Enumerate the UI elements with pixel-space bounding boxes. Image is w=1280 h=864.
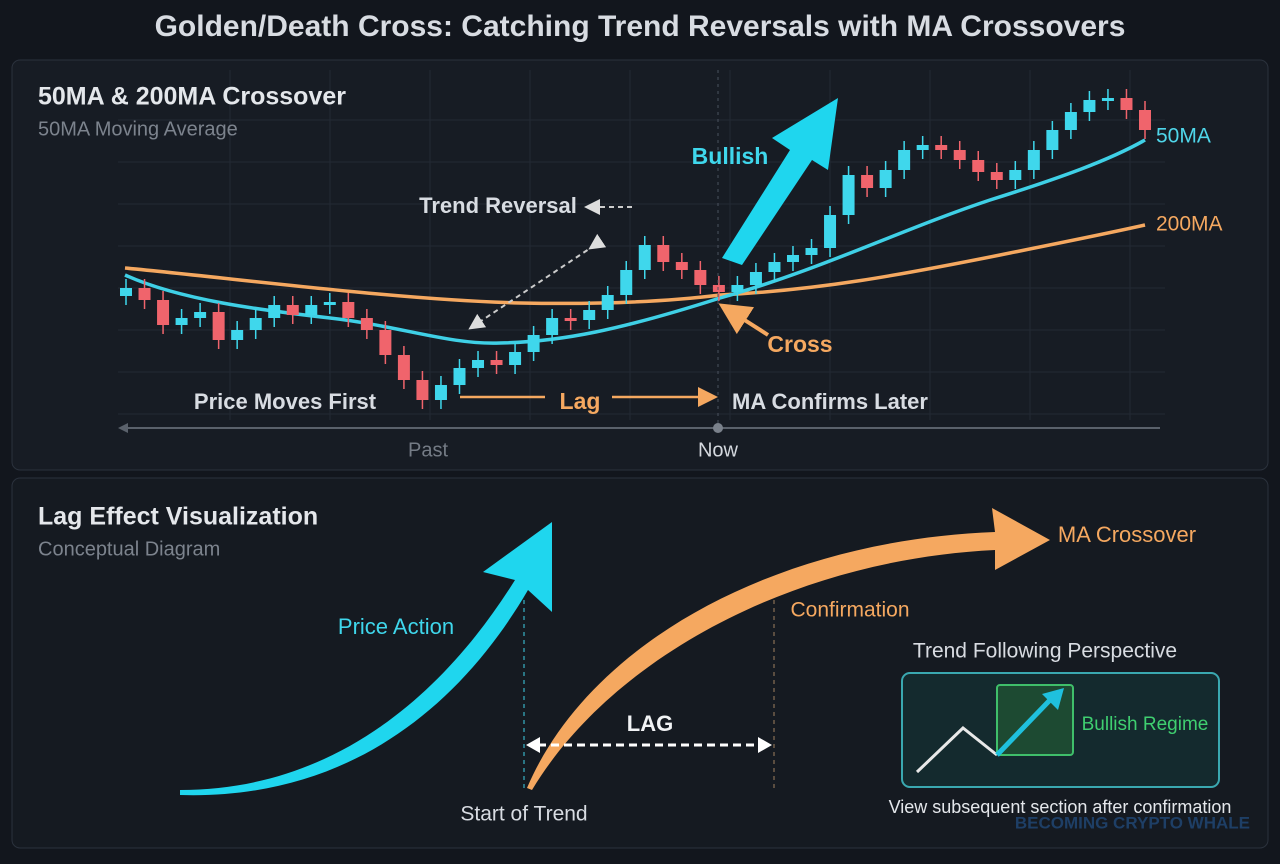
bullish-label: Bullish <box>692 143 769 169</box>
trend-reversal-label: Trend Reversal <box>419 193 577 218</box>
candle-body <box>249 318 262 330</box>
candle-body <box>675 262 688 270</box>
watermark: BECOMING CRYPTO WHALE <box>1015 813 1250 832</box>
candle-body <box>638 245 651 270</box>
candle-body <box>268 305 281 318</box>
candle-body <box>1046 130 1059 150</box>
candle-body <box>749 272 762 285</box>
candle-body <box>953 150 966 160</box>
timeline-arrow <box>118 423 128 433</box>
candle-body <box>564 318 577 321</box>
candle-body <box>509 352 522 365</box>
ma50-line <box>124 138 1146 345</box>
candle-body <box>879 170 892 188</box>
candle-body <box>731 285 744 292</box>
candle-body <box>342 302 355 318</box>
past-label: Past <box>408 439 448 461</box>
candle-body <box>824 215 837 248</box>
now-dot <box>713 423 723 433</box>
candle-body <box>453 368 466 385</box>
candle-body <box>972 160 985 172</box>
candle-body <box>601 295 614 310</box>
candle-body <box>620 270 633 295</box>
bullish-arrow <box>722 98 838 265</box>
cross-pointer <box>718 303 770 337</box>
panel-subtitle: Conceptual Diagram <box>38 538 220 560</box>
price-moves-first-label: Price Moves First <box>194 389 377 414</box>
candle-body <box>786 255 799 262</box>
candle-body <box>694 270 707 285</box>
candle-body <box>212 312 225 340</box>
candle-body <box>1064 112 1077 130</box>
candle-body <box>175 318 188 325</box>
candle-body <box>935 145 948 150</box>
price-action-label: Price Action <box>338 614 454 639</box>
panel-title: 50MA & 200MA Crossover <box>38 83 346 111</box>
ma200-line <box>124 223 1146 306</box>
candle-body <box>434 385 447 400</box>
page-title: Golden/Death Cross: Catching Trend Rever… <box>155 10 1126 43</box>
candle-body <box>472 360 485 368</box>
candle-body <box>360 318 373 330</box>
candle-body <box>1027 150 1040 170</box>
ma-confirms-later-label: MA Confirms Later <box>732 389 928 414</box>
ma-crossover-arrow <box>527 508 1050 790</box>
candle-body <box>527 335 540 352</box>
inset-arrow <box>995 698 1052 757</box>
inset-caption: View subsequent section after confirmati… <box>889 797 1232 817</box>
ma50-label: 50MA <box>1156 125 1211 148</box>
candle-body <box>1139 110 1151 130</box>
candle-body <box>768 262 781 272</box>
lag-label: Lag <box>560 388 601 414</box>
candle-body <box>1083 100 1096 112</box>
ma200-label: 200MA <box>1156 213 1223 236</box>
candle-body <box>194 312 207 318</box>
cross-label: Cross <box>767 331 832 357</box>
ma-crossover-label: MA Crossover <box>1058 522 1196 547</box>
candle-body <box>286 305 299 315</box>
candle-body <box>916 145 929 150</box>
candle-body <box>546 318 559 335</box>
candle-body <box>120 288 132 296</box>
now-label: Now <box>698 439 739 461</box>
panel-subtitle: 50MA Moving Average <box>38 118 238 140</box>
candle-body <box>157 300 170 325</box>
regime-label: Bullish Regime <box>1082 714 1209 735</box>
candle-body <box>842 175 855 215</box>
confirmation-label: Confirmation <box>790 599 909 622</box>
price-action-arrow <box>180 522 552 796</box>
candle-body <box>1101 98 1114 101</box>
candle-body <box>1120 98 1133 110</box>
candle-body <box>1009 170 1022 180</box>
candle-body <box>305 305 318 315</box>
candle-body <box>231 330 244 340</box>
inset-line <box>915 726 998 774</box>
candle-body <box>861 175 874 188</box>
reversal-arrow <box>468 233 607 330</box>
candle-body <box>805 248 818 255</box>
inset-arrow-head <box>1042 688 1064 710</box>
panel-title: Lag Effect Visualization <box>38 503 318 531</box>
lag-label: LAG <box>627 711 673 736</box>
candle-body <box>379 330 392 355</box>
candle-body <box>323 302 336 305</box>
candle-body <box>657 245 670 262</box>
inset-title: Trend Following Perspective <box>913 640 1177 663</box>
candle-body <box>490 360 503 365</box>
candle-body <box>898 150 911 170</box>
start-of-trend-label: Start of Trend <box>460 803 587 826</box>
candle-body <box>990 172 1003 180</box>
candle-body <box>138 288 151 300</box>
candle-body <box>712 285 725 292</box>
candle-body <box>397 355 410 380</box>
candle-body <box>583 310 596 320</box>
candle-body <box>416 380 429 400</box>
